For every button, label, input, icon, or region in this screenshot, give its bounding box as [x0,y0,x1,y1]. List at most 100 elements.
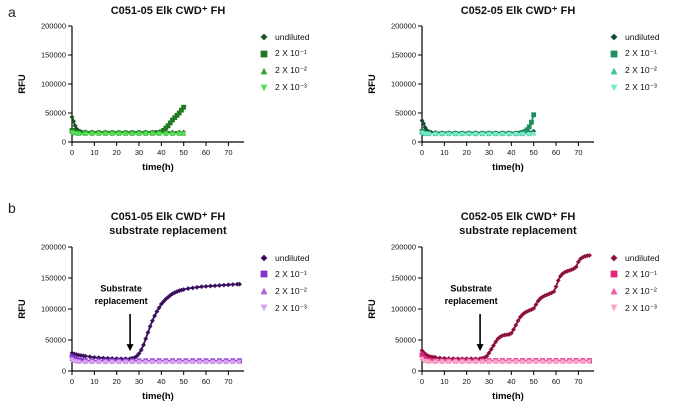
triangle_down-marker-icon [109,359,115,365]
x-tick-label: 60 [202,377,210,386]
diamond-marker-icon [100,355,106,360]
x-tick-label: 20 [113,148,121,157]
triangle_down-marker-icon [109,131,115,137]
chart-area-b-right: 0 50000 100000 150000 200000 0 10 20 30 40 50 60 70 R… [364,239,700,405]
diamond-marker-icon [542,292,548,298]
annotation-text: replacement [445,296,498,306]
diamond-marker-icon [156,304,162,310]
chart-title-a-left: C051-05 Elk CWD⁺ FH [54,4,282,18]
diamond-marker-icon [578,255,583,261]
triangle_down-marker-icon [513,359,519,364]
chart-title-line: C051-05 Elk CWD⁺ FH [110,211,226,223]
triangle_down-marker-icon [196,359,202,365]
legend-label: 2 X 10⁻¹ [625,268,657,279]
triangle_down-marker-icon [96,131,102,137]
square-marker-icon [610,270,618,278]
diamond-marker-icon [533,301,539,307]
legend-item: 2 X 10⁻³ [258,82,310,93]
diamond-marker-icon [529,306,534,312]
x-tick-label: 10 [90,148,98,157]
triangle_down-marker-icon [520,132,525,137]
series-line [421,120,534,134]
y-axis-label: RFU [17,74,28,94]
triangle_down-marker-icon [587,359,592,364]
triangle_down-marker-icon [89,359,95,365]
diamond-marker-icon [260,33,268,41]
diamond-marker-icon [150,317,155,323]
annotation-text: replacement [95,296,148,306]
triangle_down-marker-icon [83,359,88,365]
diamond-marker-icon [555,277,561,283]
triangle_down-marker-icon [170,131,175,137]
legend-label: 2 X 10⁻³ [625,82,657,93]
panel-a-left: C051-05 Elk CWD⁺ FH 0 50000 100000 150000 20… [14,4,359,176]
diamond-marker-icon [152,313,158,318]
diamond-marker-icon [520,311,525,317]
y-tick-label: 0 [412,138,416,147]
square-marker-icon [419,352,425,357]
diamond-marker-icon [537,295,543,301]
triangle_down-marker-icon [237,359,242,365]
x-tick-label: 30 [135,148,143,157]
y-tick-label: 150000 [391,273,416,282]
x-tick-label: 20 [463,377,471,386]
chart-area-b-left: 0 50000 100000 150000 200000 0 10 20 30 40 50 60 70 R… [14,239,359,405]
y-tick-label: 50000 [45,109,66,118]
triangle_down-marker-icon [513,132,519,137]
diamond-marker-icon [199,283,204,289]
legend-triangle_down-icon [610,84,618,92]
triangle_down-marker-icon [531,132,537,137]
legend-square-icon [260,50,268,58]
square-marker-icon [526,124,532,130]
x-tick-label: 30 [135,377,143,386]
x-tick-label: 60 [202,148,210,157]
panel-b-right: C052-05 Elk CWD⁺ FH substrate replacemen… [364,210,700,405]
triangle_down-marker-icon [422,358,428,364]
legend-item: 2 X 10⁻³ [608,303,660,314]
square-marker-icon [179,107,184,113]
triangle_down-marker-icon [473,132,479,137]
diamond-marker-icon [172,289,178,295]
y-tick-label: 100000 [41,304,66,313]
diamond-marker-icon [136,350,142,356]
chart-a-right: 0 50000 100000 150000 200000 0 10 20 30 40 50 60 70 R… [367,22,594,173]
diamond-marker-icon [143,335,149,341]
diamond-marker-icon [167,292,173,298]
x-tick-label: 50 [180,148,188,157]
triangle_down-marker-icon [540,359,546,364]
legend-triangle_down-icon [260,84,268,92]
diamond-marker-icon [551,288,557,294]
diamond-marker-icon [132,354,137,360]
triangle_down-marker-icon [170,359,175,365]
triangle_down-marker-icon [459,359,465,364]
diamond-marker-icon [522,309,528,315]
x-tick-label: 70 [224,377,232,386]
triangle_down-marker-icon [580,359,586,364]
triangle_down-marker-icon [506,359,512,364]
triangle_down-marker-icon [96,359,102,365]
square-marker-icon [531,112,537,118]
diamond-marker-icon [147,323,153,329]
triangle_down-marker-icon [136,359,142,365]
annotation-text: Substrate [100,283,142,293]
x-tick-label: 40 [507,377,515,386]
triangle_down-marker-icon [453,359,458,364]
legend-label: undiluted [275,252,310,263]
y-tick-label: 50000 [395,109,416,118]
triangle_down-marker-icon [116,131,122,137]
legend-label: 2 X 10⁻³ [275,82,307,93]
chart-title-line: C052-05 Elk CWD⁺ FH [460,5,576,17]
triangle_down-marker-icon [260,304,268,312]
x-tick-label: 40 [507,148,515,157]
x-axis-label: time(h) [492,162,524,173]
diamond-marker-icon [610,254,618,261]
triangle_down-marker-icon [567,359,572,364]
legend-triangle-icon [610,287,618,295]
diamond-marker-icon [517,314,523,320]
triangle_down-marker-icon [453,132,458,137]
triangle_down-marker-icon [466,132,472,137]
y-tick-label: 200000 [391,242,416,251]
triangle_down-marker-icon [163,359,169,365]
x-tick-label: 0 [420,148,424,157]
square-marker-icon [529,120,534,125]
